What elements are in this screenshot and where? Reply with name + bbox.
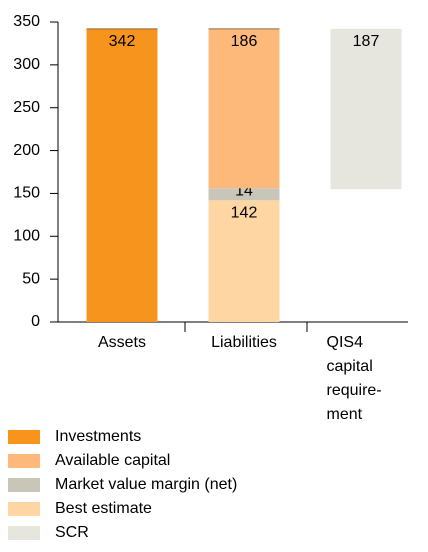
legend-label: SCR [55, 524, 89, 541]
legend-swatch [8, 478, 40, 492]
value-label: 186 [231, 33, 258, 50]
bar-segment [330, 28, 402, 190]
x-tick-label: Liabilities [211, 334, 277, 351]
bar-segment [208, 188, 280, 201]
legend-label: Market value margin (net) [55, 476, 237, 493]
bar-segment [86, 28, 158, 322]
y-tick-label: 50 [22, 270, 40, 287]
legend-swatch [8, 430, 40, 444]
value-label: 342 [109, 33, 136, 50]
legend-swatch [8, 526, 40, 540]
y-tick-label: 350 [13, 13, 40, 30]
x-tick-label: QIS4 capital require- ment [326, 334, 382, 423]
value-label: 187 [353, 33, 380, 50]
legend-label: Best estimate [55, 500, 152, 517]
y-tick-label: 250 [13, 99, 40, 116]
x-tick-label: Assets [97, 334, 146, 351]
y-tick-label: 300 [13, 56, 40, 73]
legend-swatch [8, 454, 40, 468]
bar-segment [208, 200, 280, 322]
value-label: 142 [231, 205, 258, 222]
y-tick-label: 150 [13, 185, 40, 202]
y-tick-label: 200 [13, 142, 40, 159]
legend-label: Investments [55, 428, 141, 445]
y-tick-label: 0 [31, 313, 40, 330]
bar-segment [208, 28, 280, 189]
legend-swatch [8, 502, 40, 516]
legend-label: Available capital [55, 452, 170, 469]
y-tick-label: 100 [13, 228, 40, 245]
